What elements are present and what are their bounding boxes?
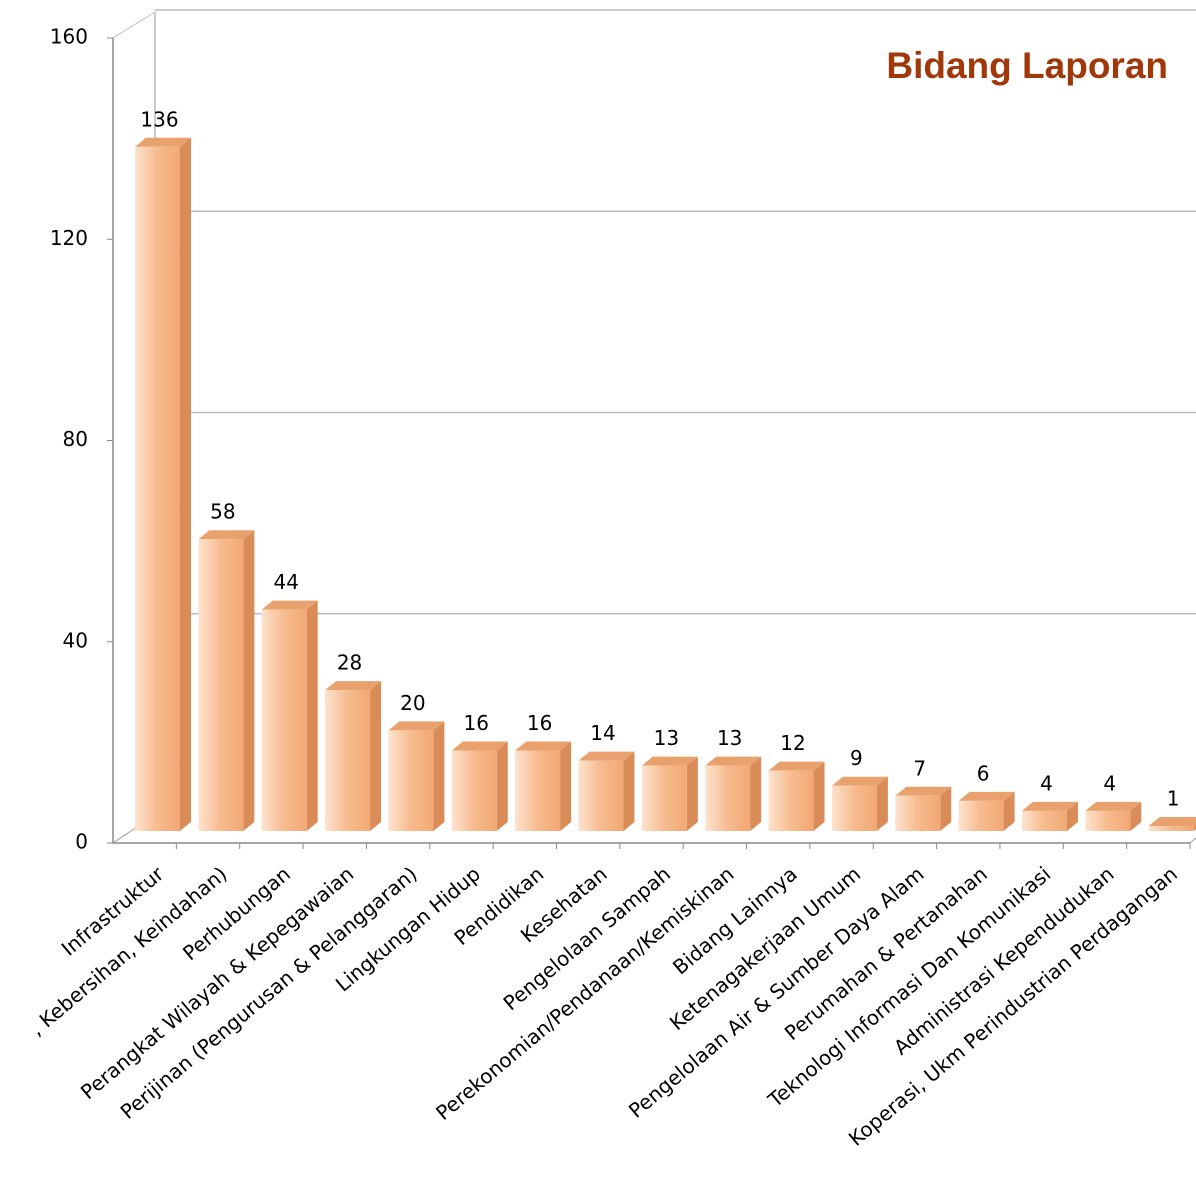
chart-title: Bidang Laporan: [886, 45, 1168, 86]
value-label: 1: [1167, 786, 1180, 810]
value-label: 58: [210, 500, 235, 524]
y-tick-label: 40: [63, 628, 88, 652]
bar: [198, 530, 255, 831]
bar: [641, 756, 698, 831]
bar-front: [198, 539, 244, 831]
bar: [1021, 801, 1078, 831]
bar-top: [135, 137, 191, 147]
value-label: 20: [400, 691, 425, 715]
bar: [451, 741, 508, 831]
bar: [831, 776, 888, 831]
bar: [895, 786, 952, 831]
value-label: 7: [913, 756, 926, 780]
bar-side: [686, 756, 698, 831]
value-label: 12: [780, 731, 805, 755]
bar-top: [641, 756, 698, 766]
bar-top: [261, 600, 318, 610]
bar-top: [515, 741, 572, 751]
bar-side: [243, 530, 255, 831]
bar-side: [1066, 801, 1078, 831]
value-label: 4: [1040, 771, 1053, 795]
bars: [135, 137, 1196, 831]
bar-top: [958, 791, 1015, 801]
bar: [705, 756, 762, 831]
bar-front: [515, 750, 561, 831]
bar-side: [433, 721, 445, 831]
bar-top: [388, 721, 445, 731]
bar-front: [1021, 810, 1067, 831]
bar-side: [560, 741, 572, 831]
bar-front: [641, 765, 687, 831]
bar-side: [180, 137, 191, 831]
bar-front: [705, 765, 751, 831]
bar-front: [831, 785, 877, 831]
bar-side: [623, 751, 635, 831]
bar: [768, 761, 825, 831]
bar-top: [325, 681, 382, 691]
bar: [135, 137, 191, 831]
bar-side: [496, 741, 508, 831]
value-label: 16: [527, 711, 552, 735]
value-label: 9: [850, 746, 863, 770]
bar: [261, 600, 318, 831]
value-label: 16: [464, 711, 489, 735]
bar: [1085, 801, 1142, 831]
bar-side: [370, 681, 382, 831]
value-label: 4: [1103, 771, 1116, 795]
bar-front: [135, 146, 180, 831]
bar-side: [1193, 824, 1196, 831]
bar-top: [1021, 801, 1078, 811]
bar-top: [895, 786, 952, 796]
floor-edge: [1189, 837, 1196, 844]
bar-side: [306, 600, 318, 831]
bar-front: [388, 730, 434, 831]
bar: [958, 791, 1015, 831]
y-tick-label: 0: [75, 830, 88, 854]
bar-side: [813, 761, 825, 831]
axis-top-edge: [112, 11, 156, 39]
value-label: 6: [977, 761, 990, 785]
bar: [388, 721, 445, 831]
bar-front: [1148, 825, 1194, 831]
y-tick-label: 160: [50, 25, 88, 49]
bar-front: [451, 750, 497, 831]
bar-top: [831, 776, 888, 786]
bar-front: [1085, 810, 1131, 831]
value-label: 44: [273, 570, 298, 594]
bar-top: [1148, 816, 1196, 826]
bar-front: [895, 795, 941, 831]
bar-side: [750, 756, 762, 831]
bar-top: [705, 756, 762, 766]
bar-top: [768, 761, 825, 771]
bar: [578, 751, 635, 831]
bar-front: [325, 690, 371, 831]
bar-front: [958, 800, 1004, 831]
bar-front: [578, 760, 624, 831]
value-label: 136: [140, 107, 178, 131]
bar-side: [940, 786, 952, 831]
bar-side: [876, 776, 888, 831]
y-tick-label: 120: [50, 226, 88, 250]
bar-top: [1085, 801, 1142, 811]
bar-top: [198, 530, 255, 540]
bar-top: [451, 741, 508, 751]
value-label: 13: [654, 726, 679, 750]
bar-top: [578, 751, 635, 761]
bar-front: [768, 770, 814, 831]
value-label: 14: [590, 721, 615, 745]
bar: [515, 741, 572, 831]
value-label: 28: [337, 651, 362, 675]
bar-side: [1130, 801, 1142, 831]
bar-side: [1003, 791, 1015, 831]
grid: [155, 9, 1196, 615]
bar: [325, 681, 382, 831]
bar-front: [261, 609, 307, 831]
value-label: 13: [717, 726, 742, 750]
bar: [1148, 816, 1196, 831]
y-tick-label: 80: [63, 427, 88, 451]
